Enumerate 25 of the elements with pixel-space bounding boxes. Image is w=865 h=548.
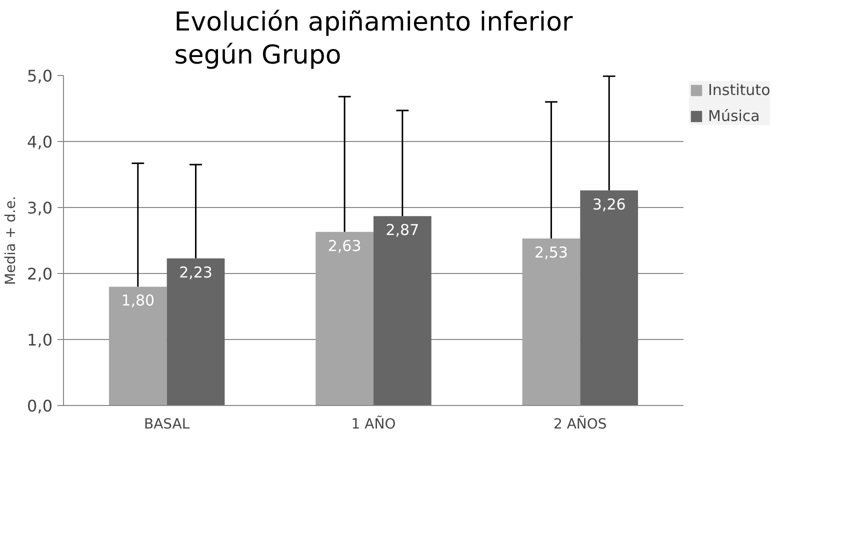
y-tick-label: 3,0: [27, 198, 53, 218]
legend-label: Música: [708, 107, 760, 125]
y-tick-label: 5,0: [27, 66, 53, 86]
data-label: 2,87: [386, 221, 420, 240]
bar: [580, 190, 638, 406]
x-tick-label: BASAL: [144, 416, 190, 432]
legend-label: Instituto: [708, 81, 770, 99]
y-tick-label: 2,0: [27, 264, 53, 284]
bar: [316, 232, 374, 406]
data-label: 3,26: [592, 195, 626, 214]
data-label: 2,53: [534, 244, 568, 262]
chart-title: Evolución apiñamiento inferior según Grupo: [174, 8, 574, 70]
bar: [522, 238, 580, 406]
x-tick-label: 1 AÑO: [351, 416, 396, 432]
y-axis-title: Media + d.e.: [3, 196, 20, 286]
x-tick-label: 2 AÑOS: [554, 416, 607, 432]
bar: [166, 258, 225, 406]
y-tick-label: 4,0: [27, 132, 53, 152]
data-label: 1,80: [121, 292, 155, 310]
data-label: 2,63: [328, 236, 362, 255]
y-tick-label: 0,0: [27, 396, 53, 416]
data-label: 2,23: [179, 263, 212, 282]
y-tick-label: 1,0: [27, 330, 53, 350]
bar: [374, 216, 432, 406]
bar: [108, 286, 167, 406]
